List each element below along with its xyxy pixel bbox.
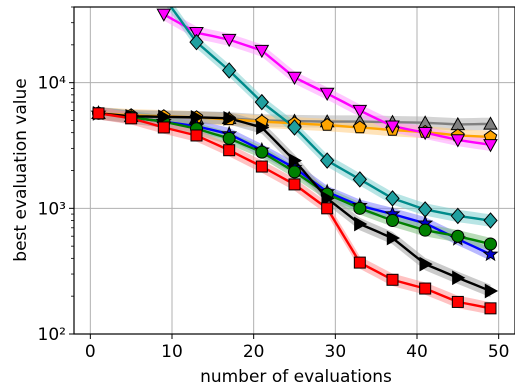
x-tick-label: 20 xyxy=(243,342,265,362)
circle-marker xyxy=(255,145,269,159)
diamond-marker xyxy=(287,119,302,136)
series-band xyxy=(98,107,491,315)
series-band xyxy=(163,8,491,151)
triangle-right-marker xyxy=(452,270,466,286)
square-marker xyxy=(419,282,432,295)
y-tick-label: 10² xyxy=(38,325,66,345)
star-marker xyxy=(482,246,499,262)
x-axis-label: number of evaluations xyxy=(200,367,392,387)
diamond-marker xyxy=(254,93,269,111)
pentagon-marker xyxy=(320,117,334,131)
square-marker xyxy=(223,144,236,157)
triangle-down-marker xyxy=(319,87,335,102)
triangle-right-marker xyxy=(386,230,401,246)
triangle-right-marker xyxy=(158,109,172,125)
triangle-right-marker xyxy=(321,191,335,206)
circle-marker xyxy=(288,165,301,179)
square-marker xyxy=(321,202,334,215)
triangle-down-marker xyxy=(189,26,204,41)
y-tick-label: 10³ xyxy=(38,199,66,219)
diamond-marker xyxy=(157,0,170,5)
y-axis-label: best evaluation value xyxy=(11,78,31,261)
circle-marker xyxy=(353,201,367,215)
x-tick-label: 30 xyxy=(325,342,347,362)
circle-marker xyxy=(418,223,432,237)
diamond-marker xyxy=(450,207,465,225)
circle-marker xyxy=(386,214,399,228)
x-axis-ticks: 0 10 20 30 40 50 xyxy=(85,334,510,362)
diamond-marker xyxy=(222,62,237,79)
triangle-right-marker xyxy=(354,216,368,232)
triangle-down-marker xyxy=(287,71,302,85)
triangle-down-marker xyxy=(156,8,172,22)
square-marker xyxy=(255,160,268,173)
diamond-marker xyxy=(483,212,498,229)
triangle-right-marker xyxy=(419,256,433,272)
series-band xyxy=(98,107,491,298)
series-markers xyxy=(90,0,499,315)
x-tick-label: 40 xyxy=(406,342,428,362)
square-marker xyxy=(451,295,464,308)
square-marker xyxy=(288,178,301,191)
circle-marker xyxy=(484,237,497,251)
x-tick-label: 10 xyxy=(161,342,183,362)
x-tick-label: 50 xyxy=(488,342,510,362)
y-tick-label: 10⁴ xyxy=(38,74,67,94)
square-marker xyxy=(157,121,170,134)
triangle-right-marker xyxy=(288,153,303,168)
square-marker xyxy=(190,129,203,142)
square-marker xyxy=(92,107,105,120)
circle-marker xyxy=(451,229,465,243)
diamond-marker xyxy=(189,33,204,51)
triangle-right-marker xyxy=(223,111,237,126)
pentagon-marker xyxy=(353,120,367,134)
square-marker xyxy=(353,256,366,269)
square-marker xyxy=(125,112,138,125)
triangle-down-marker xyxy=(417,126,433,141)
triangle-down-marker xyxy=(352,104,368,119)
triangle-down-marker xyxy=(254,44,270,59)
triangle-right-marker xyxy=(190,109,205,125)
y-axis-ticks: 10² 10³ 10⁴ xyxy=(38,6,74,345)
square-marker xyxy=(386,273,399,286)
triangle-down-marker xyxy=(450,134,466,148)
x-tick-label: 0 xyxy=(85,342,96,362)
triangle-down-marker xyxy=(221,33,237,48)
triangle-right-marker xyxy=(256,120,270,135)
circle-marker xyxy=(222,131,236,145)
triangle-up-marker xyxy=(483,116,498,130)
triangle-down-marker xyxy=(483,139,498,153)
diamond-marker xyxy=(320,152,335,169)
square-marker xyxy=(484,302,497,315)
triangle-right-marker xyxy=(484,283,499,299)
triangle-down-marker xyxy=(385,120,400,134)
diamond-marker xyxy=(352,171,367,188)
